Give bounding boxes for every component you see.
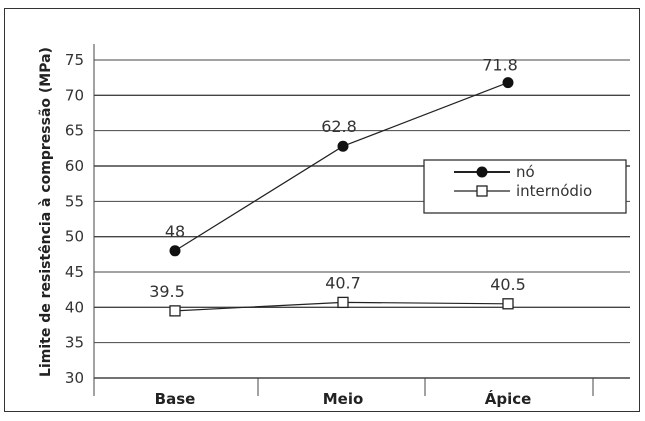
legend-box (423, 159, 627, 214)
x-tick-label: Base (155, 390, 196, 408)
data-label: 48 (165, 222, 185, 241)
y-tick-label: 75 (65, 51, 84, 69)
data-point-internodio (169, 305, 181, 317)
data-point-no (169, 245, 181, 257)
y-tick-label: 60 (65, 157, 84, 175)
data-point-no (337, 140, 349, 152)
gridlines (94, 59, 630, 379)
y-tick-label: 30 (65, 369, 84, 387)
y-axis-label: Limite de resistência à compressão (MPa) (38, 47, 54, 377)
y-tick-label: 70 (65, 86, 84, 104)
legend-marker (476, 166, 488, 178)
data-point-internodio (502, 298, 514, 310)
y-tick-label: 50 (65, 228, 84, 246)
data-label: 71.8 (482, 56, 518, 75)
x-tick-label: Ápice (485, 389, 532, 408)
y-tick-label: 35 (65, 334, 84, 352)
data-point-no (502, 77, 514, 89)
y-tick-labels: 30 35 40 45 50 55 60 65 70 75 (65, 51, 84, 387)
x-tick-label: Meio (323, 390, 364, 408)
data-label: 40.7 (325, 273, 361, 292)
data-label: 40.5 (490, 275, 526, 294)
legend-label: nó (516, 163, 535, 181)
y-tick-label: 45 (65, 263, 84, 281)
x-axis: Base Meio Ápice (93, 44, 594, 408)
y-tick-label: 65 (65, 122, 84, 140)
y-tick-label: 55 (65, 192, 84, 210)
legend-label: internódio (516, 182, 592, 200)
y-tick-label: 40 (65, 298, 84, 316)
data-label: 39.5 (149, 282, 185, 301)
data-point-internodio (337, 296, 349, 309)
legend-marker (476, 185, 488, 197)
data-label: 62.8 (321, 117, 357, 136)
data-labels: 48 62.8 71.8 39.5 40.7 40.5 (149, 56, 526, 301)
series-lines (169, 77, 514, 317)
